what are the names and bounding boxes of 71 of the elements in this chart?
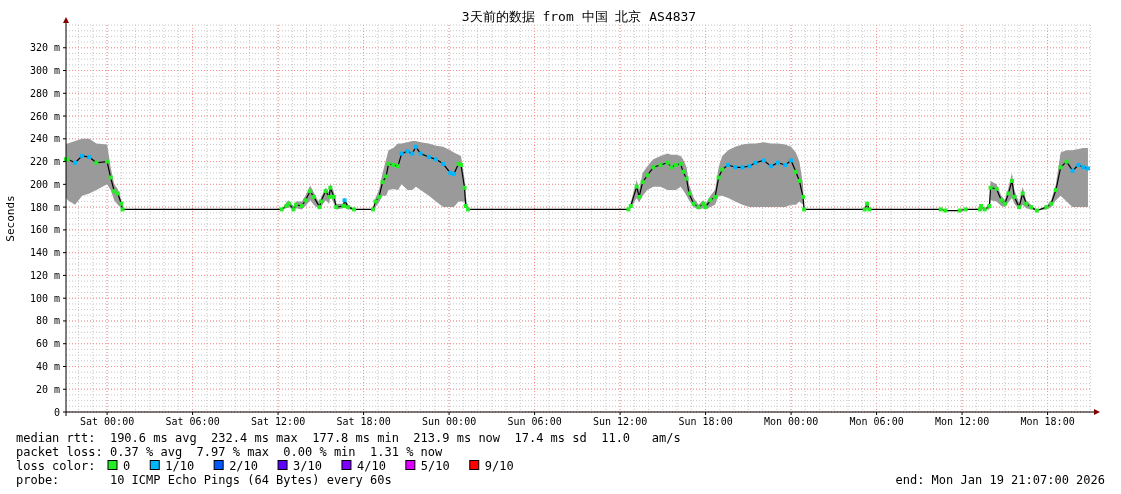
- y-tick-label: 100 m: [29, 292, 60, 304]
- y-tick-label: 240 m: [29, 133, 60, 145]
- point: [342, 198, 347, 203]
- point: [399, 151, 404, 156]
- y-tick-label: 220 m: [29, 156, 60, 168]
- point: [776, 160, 781, 165]
- text: median rtt: 190.6 ms avg 232.4 ms max 177.8 ms min 213.9 ms now 17.4 ms sd 11.0 am/s: [16, 431, 681, 445]
- x-tick-label: Sat 00:00: [79, 416, 135, 427]
- x-tick-label: Sun 12:00: [592, 416, 648, 427]
- x-tick-label: Sun 00:00: [421, 416, 477, 427]
- point: [434, 157, 439, 162]
- x-tick-label: Mon 06:00: [849, 416, 904, 427]
- point: [1081, 165, 1086, 170]
- point: [441, 161, 446, 166]
- x-tick-label: Sat 18:00: [336, 416, 391, 427]
- point: [768, 164, 773, 169]
- point: [73, 160, 78, 165]
- point: [426, 155, 431, 160]
- chart-title: 3天前的数据 from 中国 北京 AS4837: [461, 9, 697, 24]
- point: [1076, 163, 1081, 167]
- point: [87, 155, 92, 160]
- point: [413, 144, 418, 149]
- legend-label: 9/10: [484, 459, 514, 473]
- point: [1085, 166, 1090, 171]
- y-tick-label: 320 m: [29, 42, 60, 54]
- legend-label: 1/10: [165, 459, 195, 473]
- x-tick-label: Mon 00:00: [763, 416, 819, 427]
- point: [789, 158, 794, 163]
- y-tick-label: 0: [53, 406, 60, 418]
- y-tick-label: 180 m: [29, 201, 60, 213]
- point: [80, 153, 85, 158]
- y-tick-label: 260 m: [29, 110, 60, 122]
- legend-label: 3/10: [293, 459, 322, 473]
- point: [733, 165, 738, 170]
- text: end: Mon Jan 19 21:07:00 2026: [895, 473, 1105, 487]
- point: [418, 151, 423, 156]
- y-axis-title: Seconds: [4, 195, 17, 242]
- legend-label: 4/10: [356, 459, 386, 473]
- point: [448, 170, 453, 175]
- y-tick-label: 20 m: [35, 383, 60, 395]
- y-tick-label: 80 m: [35, 315, 60, 327]
- legend-label: 0: [123, 459, 131, 473]
- x-tick-label: Sun 06:00: [507, 416, 562, 427]
- x-tick-label: Mon 12:00: [934, 416, 990, 427]
- y-tick-label: 280 m: [29, 87, 60, 99]
- y-tick-label: 160 m: [29, 224, 60, 236]
- point: [761, 158, 766, 163]
- y-tick-label: 120 m: [29, 269, 60, 281]
- y-tick-label: 200 m: [29, 178, 60, 190]
- point: [451, 172, 456, 177]
- point: [405, 149, 410, 154]
- legend-title: loss color:: [16, 459, 96, 473]
- point: [747, 164, 752, 169]
- x-tick-label: Sun 18:00: [678, 416, 733, 427]
- y-tick-label: 140 m: [29, 247, 60, 259]
- point: [783, 163, 788, 167]
- x-tick-label: Sat 12:00: [250, 416, 306, 427]
- y-tick-label: 300 m: [29, 65, 60, 77]
- x-tick-label: Mon 18:00: [1020, 416, 1075, 427]
- y-tick-label: 60 m: [35, 338, 60, 350]
- text: packet loss: 0.37 % avg 7.97 % max 0.00 % min 1.31 % now: [16, 445, 444, 459]
- legend-label: 2/10: [229, 459, 259, 473]
- y-tick-label: 40 m: [35, 360, 60, 372]
- point: [726, 163, 731, 167]
- text: probe: 10 ICMP Echo Pings (64 Bytes) every 60s: [16, 473, 392, 487]
- point: [740, 165, 745, 170]
- point: [410, 151, 415, 156]
- point: [753, 160, 758, 165]
- x-tick-label: Sat 06:00: [165, 416, 220, 427]
- point: [1070, 168, 1075, 173]
- legend-label: 5/10: [420, 459, 450, 473]
